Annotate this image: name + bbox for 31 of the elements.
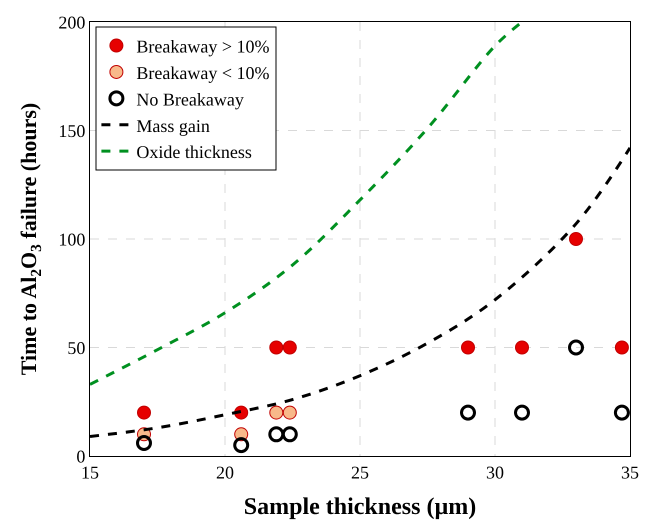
point <box>460 404 476 421</box>
point <box>269 406 284 420</box>
y-tick-label: 100 <box>58 229 86 250</box>
y-tick-label: 150 <box>58 120 86 141</box>
point <box>136 434 152 451</box>
x-tick-label: 30 <box>486 462 504 483</box>
legend-label: No Breakaway <box>136 89 244 110</box>
point <box>568 340 584 356</box>
y-tick-label: 50 <box>67 338 86 358</box>
legend-label: Oxide thickness <box>136 142 252 162</box>
point <box>515 340 529 354</box>
point <box>282 406 297 420</box>
point <box>614 404 630 421</box>
x-tick-label: 25 <box>351 462 369 483</box>
point <box>614 340 629 354</box>
legend-label: Mass gain <box>136 116 210 136</box>
point <box>233 437 250 454</box>
x-tick-label: 35 <box>621 462 639 483</box>
point <box>282 340 297 354</box>
point <box>137 406 151 420</box>
point <box>569 232 583 246</box>
point <box>461 340 475 354</box>
legend-label: Breakaway > 10% <box>136 36 270 57</box>
point <box>514 404 530 421</box>
point <box>269 340 284 354</box>
x-axis-title: Sample thickness (µm) <box>244 494 476 520</box>
y-tick-label: 200 <box>58 12 86 32</box>
point <box>268 426 284 442</box>
x-tick-label: 20 <box>216 462 234 483</box>
point <box>282 426 298 442</box>
legend-label: Breakaway < 10% <box>136 62 270 83</box>
